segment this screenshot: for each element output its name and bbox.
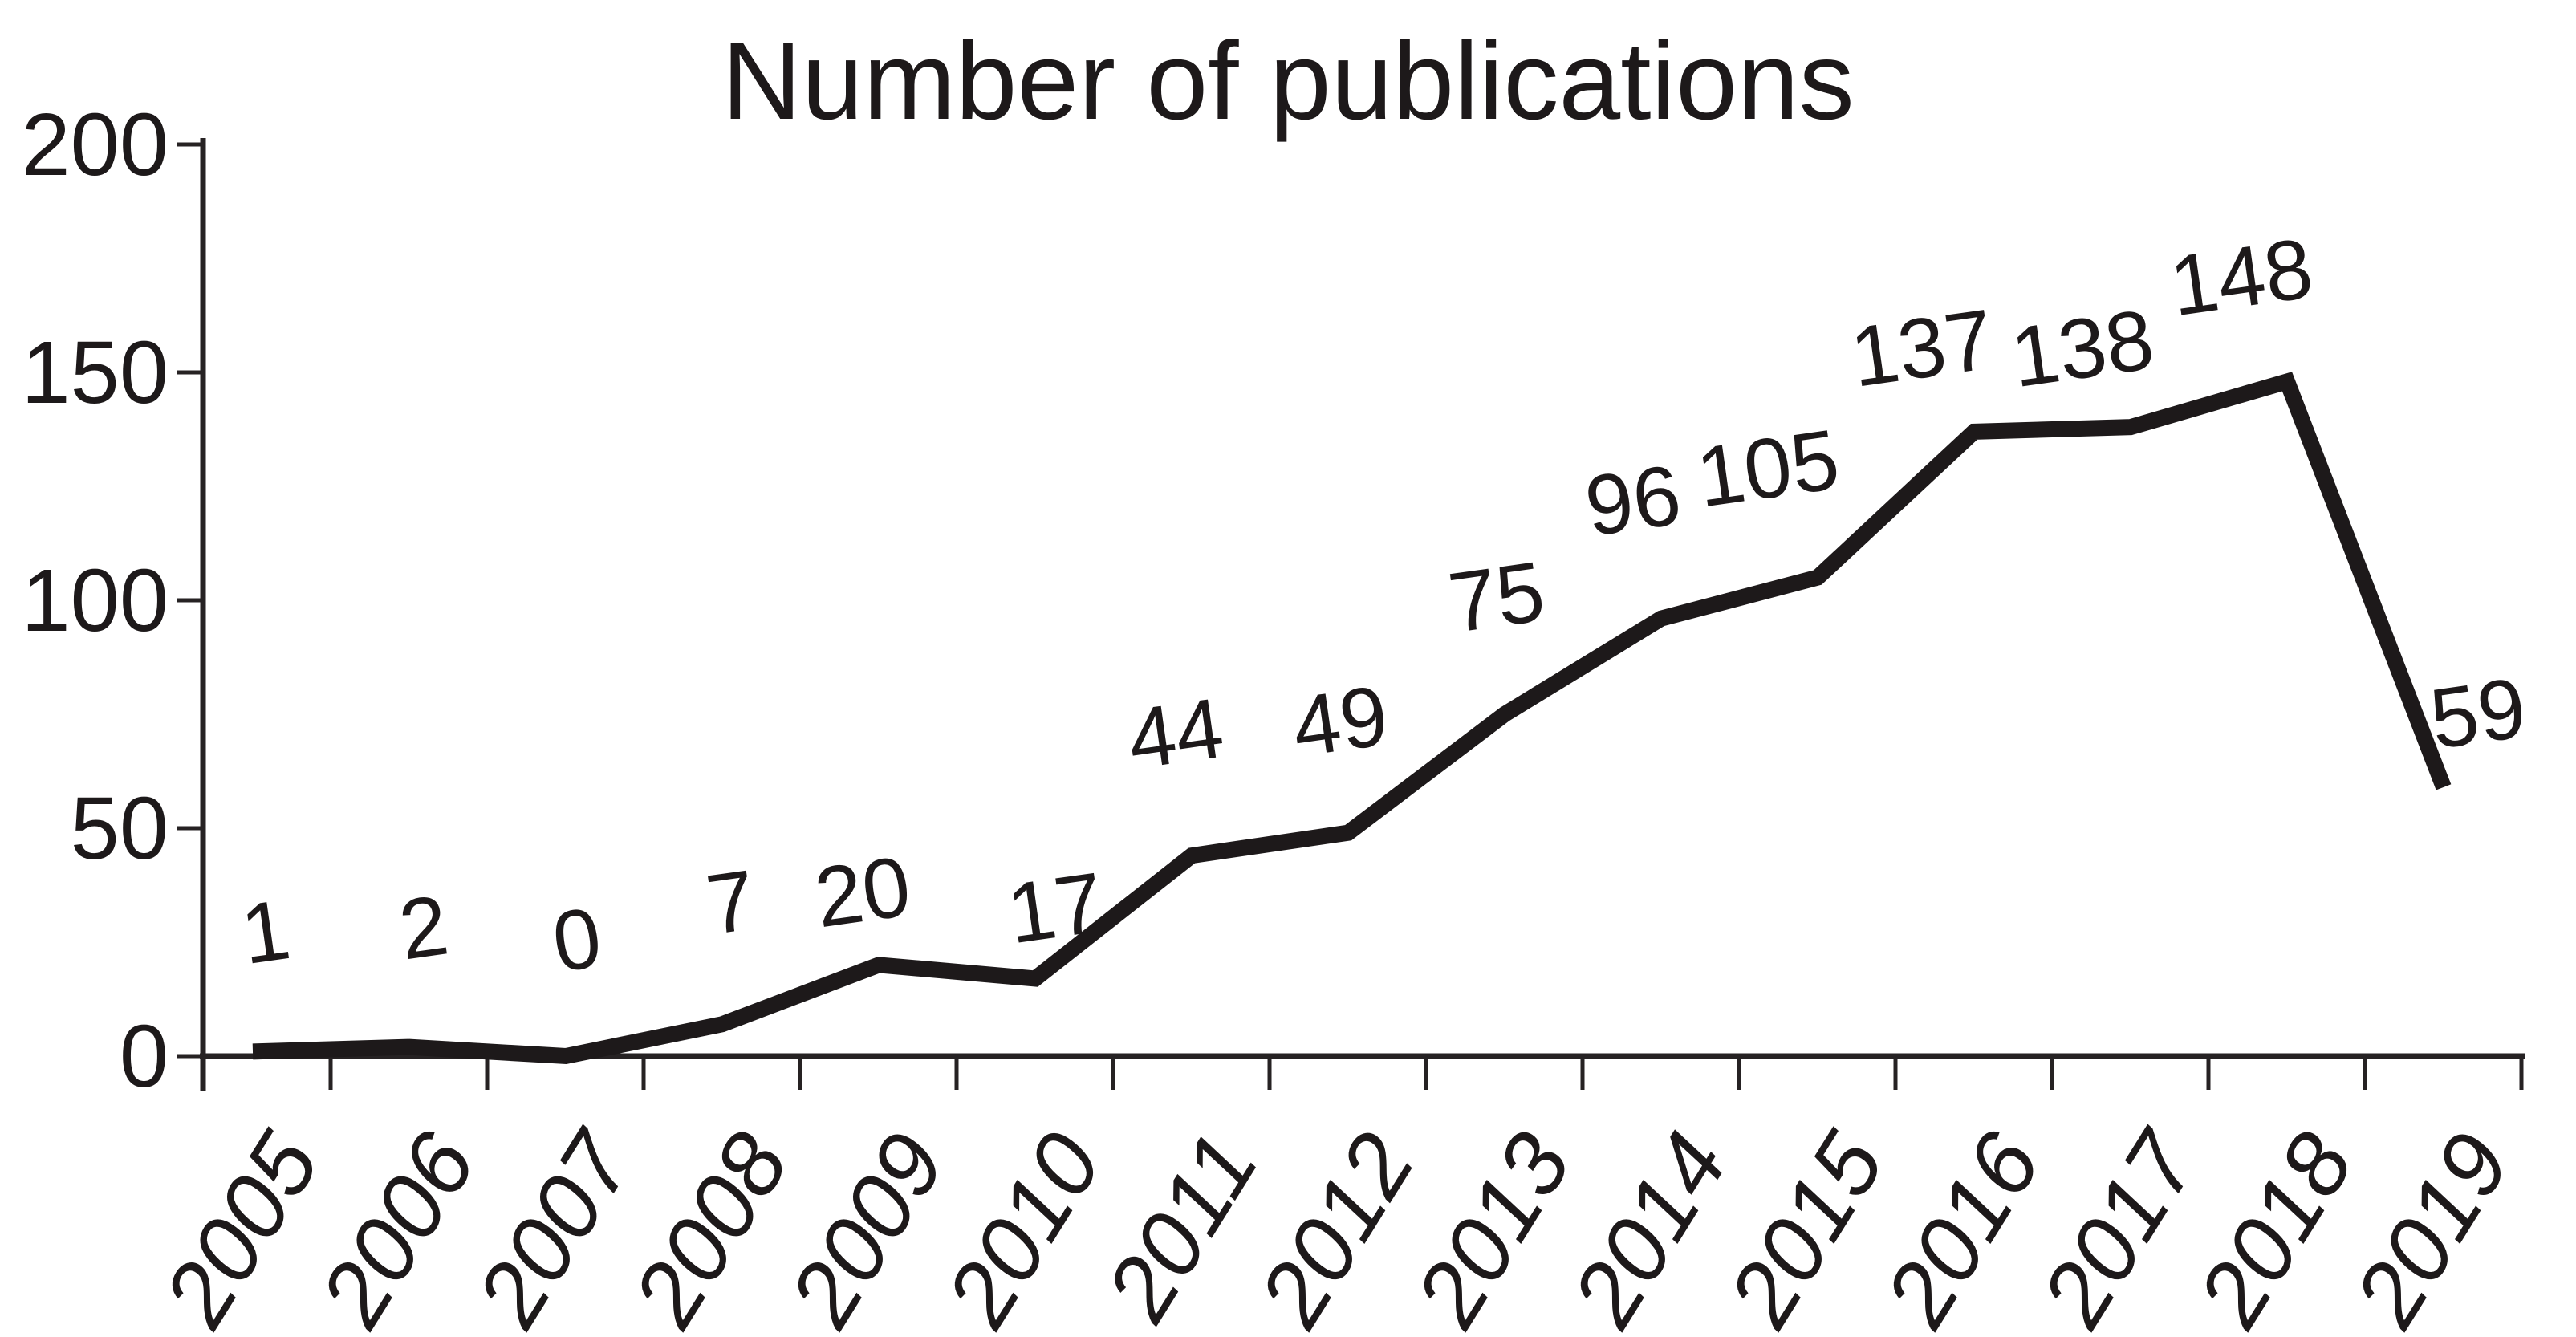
data-label: 148: [2164, 221, 2318, 334]
y-tick-label: 200: [21, 96, 169, 194]
x-year-label: 2009: [770, 1116, 965, 1337]
x-year-label: 2014: [1553, 1116, 1748, 1337]
y-tick-label: 100: [21, 551, 169, 650]
x-axis-ticks: [328, 1056, 2524, 1090]
data-label: 49: [1286, 668, 1393, 774]
x-year-label: 2015: [1709, 1116, 1904, 1337]
y-axis-tick-labels: 0 50 100 150 200: [21, 96, 169, 1106]
data-label: 105: [1691, 412, 1845, 525]
x-year-label: 2011: [1087, 1116, 1278, 1337]
data-label: 59: [2424, 660, 2531, 767]
data-label: 75: [1443, 544, 1550, 651]
y-axis: 0 50 100 150 200: [21, 96, 206, 1106]
x-year-label: 2006: [301, 1116, 496, 1337]
y-axis-ticks: [177, 142, 203, 1059]
data-label: 20: [809, 839, 916, 945]
y-tick-label: 0: [120, 1007, 169, 1106]
data-label: 2: [394, 877, 454, 977]
y-tick-label: 150: [21, 323, 169, 422]
x-axis: 2005200620072008200920102011201220132014…: [144, 1053, 2530, 1337]
x-year-label: 2008: [614, 1116, 809, 1337]
x-year-label: 2018: [2179, 1116, 2374, 1337]
data-label: 1: [236, 882, 296, 982]
data-label: 0: [547, 890, 607, 990]
x-year-label: 2007: [457, 1114, 654, 1337]
x-year-label: 2019: [2335, 1116, 2530, 1337]
data-label: 138: [2005, 292, 2160, 405]
x-axis-year-labels: 2005200620072008200920102011201220132014…: [144, 1114, 2530, 1337]
data-label: 96: [1579, 447, 1686, 554]
x-year-label: 2017: [2022, 1114, 2219, 1337]
data-label: 137: [1845, 291, 1999, 404]
y-tick-label: 50: [71, 779, 169, 878]
x-year-label: 2010: [927, 1116, 1122, 1337]
chart-title: Number of publications: [721, 19, 1854, 143]
x-year-label: 2005: [144, 1116, 339, 1337]
data-line: [252, 372, 2452, 1065]
x-year-label: 2016: [1866, 1116, 2061, 1337]
data-label: 44: [1122, 681, 1229, 787]
data-label: 7: [701, 852, 762, 953]
x-year-label: 2012: [1240, 1116, 1435, 1337]
x-year-label: 2013: [1396, 1116, 1591, 1337]
data-label: 17: [1002, 855, 1108, 961]
